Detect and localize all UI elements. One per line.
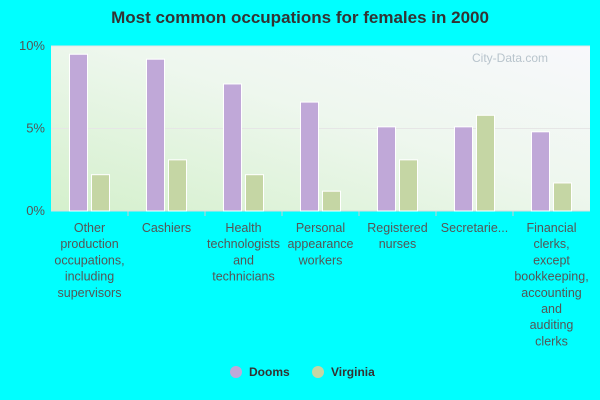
bar-dooms-0[interactable] (69, 53, 88, 212)
bar-dooms-6[interactable] (531, 131, 550, 212)
legend-swatch-dooms (230, 366, 242, 378)
category-label: Other production occupations, including supe… (54, 221, 124, 300)
category-label: Personal appearance workers (287, 221, 353, 267)
legend-swatch-virginia (312, 366, 324, 378)
legend-label-dooms: Dooms (249, 365, 290, 379)
bar-dooms-2[interactable] (223, 83, 242, 212)
watermark: City-Data.com (472, 51, 548, 65)
bar-dooms-1[interactable] (146, 58, 165, 212)
legend-label-virginia: Virginia (331, 365, 375, 379)
y-tick-label: 5% (26, 121, 45, 136)
bar-virginia-5[interactable] (476, 114, 495, 212)
category-label: Financial clerks, except bookkeeping, accoun… (514, 221, 588, 348)
bar-virginia-4[interactable] (399, 159, 418, 212)
bar-virginia-3[interactable] (322, 190, 341, 212)
bar-virginia-2[interactable] (245, 174, 264, 212)
bar-virginia-0[interactable] (91, 174, 110, 212)
category-label: Health technologists and technicians (207, 221, 280, 284)
chart-title: Most common occupations for females in 2… (111, 8, 489, 27)
category-label: Secretarie... (441, 221, 508, 235)
y-tick-label: 10% (19, 38, 45, 53)
category-label: Cashiers (142, 221, 191, 235)
bar-dooms-4[interactable] (377, 126, 396, 212)
y-tick-label: 0% (26, 203, 45, 218)
category-label: Registered nurses (367, 221, 427, 251)
bar-dooms-5[interactable] (454, 126, 473, 212)
bar-dooms-3[interactable] (300, 101, 319, 212)
bar-virginia-1[interactable] (168, 159, 187, 212)
bar-virginia-6[interactable] (553, 182, 572, 212)
